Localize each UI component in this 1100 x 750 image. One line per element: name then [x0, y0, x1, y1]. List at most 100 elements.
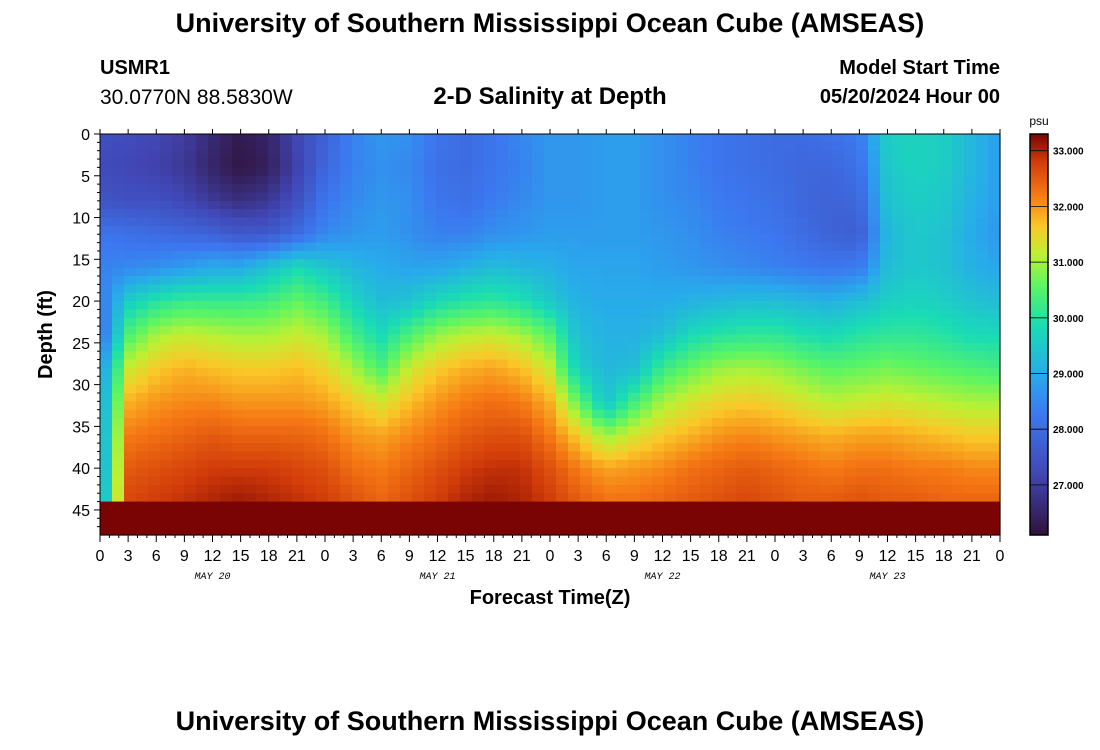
heatmap-cell [892, 342, 905, 352]
heatmap-cell [904, 276, 917, 285]
heatmap-cell [976, 234, 989, 244]
heatmap-cell [472, 526, 485, 536]
heatmap-cell [364, 292, 377, 302]
heatmap-cell [748, 292, 761, 302]
heatmap-cell [400, 367, 413, 377]
heatmap-cell [472, 175, 485, 185]
heatmap-cell [796, 259, 809, 269]
heatmap-cell [172, 317, 185, 327]
heatmap-cell [352, 334, 365, 344]
heatmap-cell [220, 459, 233, 469]
heatmap-cell [304, 451, 317, 461]
heatmap-cell [400, 359, 413, 369]
heatmap-cell [112, 409, 125, 419]
heatmap-cell [280, 142, 293, 152]
heatmap-cell [496, 167, 509, 177]
heatmap-cell [700, 476, 713, 486]
heatmap-cell [352, 443, 365, 453]
heatmap-cell [100, 167, 113, 177]
heatmap-cell [520, 225, 533, 235]
heatmap-cell [412, 292, 425, 302]
heatmap-cell [640, 159, 653, 169]
heatmap-cell [268, 376, 281, 386]
heatmap-cell [724, 401, 737, 411]
heatmap-cell [724, 142, 737, 152]
heatmap-cell [196, 468, 209, 478]
heatmap-cell [856, 518, 869, 528]
heatmap-cell [532, 418, 545, 427]
heatmap-cell [976, 342, 989, 352]
heatmap-cell [736, 242, 749, 252]
heatmap-cell [412, 384, 425, 394]
heatmap-cell [148, 484, 161, 494]
heatmap-cell [964, 317, 977, 327]
heatmap-cell [856, 376, 869, 386]
heatmap-cell [844, 267, 857, 277]
heatmap-cell [292, 468, 305, 478]
heatmap-cell [820, 142, 833, 152]
heatmap-cell [700, 192, 713, 202]
heatmap-cell [124, 359, 137, 369]
heatmap-cell [592, 225, 605, 235]
heatmap-cell [796, 401, 809, 411]
heatmap-cell [412, 493, 425, 503]
heatmap-cell [292, 317, 305, 327]
heatmap-cell [196, 134, 209, 143]
heatmap-cell [604, 518, 617, 528]
heatmap-cell [208, 392, 221, 402]
heatmap-cell [160, 518, 173, 528]
heatmap-cell [652, 192, 665, 202]
heatmap-cell [220, 217, 233, 227]
heatmap-cell [412, 468, 425, 478]
heatmap-cell [580, 384, 593, 394]
heatmap-cell [736, 334, 749, 344]
heatmap-cell [244, 418, 257, 427]
heatmap-cell [160, 217, 173, 227]
heatmap-cell [748, 209, 761, 219]
heatmap-cell [988, 384, 1001, 394]
heatmap-cell [724, 476, 737, 486]
heatmap-cell [556, 184, 569, 194]
heatmap-cell [352, 200, 365, 210]
heatmap-cell [232, 192, 245, 202]
heatmap-cell [136, 401, 149, 411]
heatmap-cell [376, 150, 389, 160]
heatmap-cell [244, 309, 257, 319]
heatmap-cell [748, 468, 761, 478]
heatmap-cell [976, 326, 989, 336]
heatmap-cell [916, 367, 929, 377]
heatmap-cell [364, 175, 377, 185]
heatmap-cell [172, 192, 185, 202]
heatmap-cell [988, 518, 1001, 528]
heatmap-cell [832, 192, 845, 202]
heatmap-cell [820, 167, 833, 177]
heatmap-cell [952, 250, 965, 260]
heatmap-cell [436, 209, 449, 219]
heatmap-cell [568, 184, 581, 194]
heatmap-cell [808, 192, 821, 202]
heatmap-cell [904, 526, 917, 536]
heatmap-cell [664, 334, 677, 344]
heatmap-cell [256, 292, 269, 302]
heatmap-cell [244, 359, 257, 369]
heatmap-cell [640, 384, 653, 394]
heatmap-cell [592, 384, 605, 394]
heatmap-cell [880, 167, 893, 177]
heatmap-cell [484, 142, 497, 152]
heatmap-cell [976, 493, 989, 503]
heatmap-cell [580, 443, 593, 453]
heatmap-cell [244, 459, 257, 469]
heatmap-cell [760, 359, 773, 369]
heatmap-cell [844, 351, 857, 361]
heatmap-cell [940, 493, 953, 503]
heatmap-cell [892, 134, 905, 143]
heatmap-cell [364, 259, 377, 269]
heatmap-cell [892, 159, 905, 169]
heatmap-cell [532, 301, 545, 311]
heatmap-cell [472, 509, 485, 519]
heatmap-cell [592, 175, 605, 185]
heatmap-cell [568, 301, 581, 311]
heatmap-cell [700, 376, 713, 386]
heatmap-cell [796, 484, 809, 494]
heatmap-cell [484, 418, 497, 427]
